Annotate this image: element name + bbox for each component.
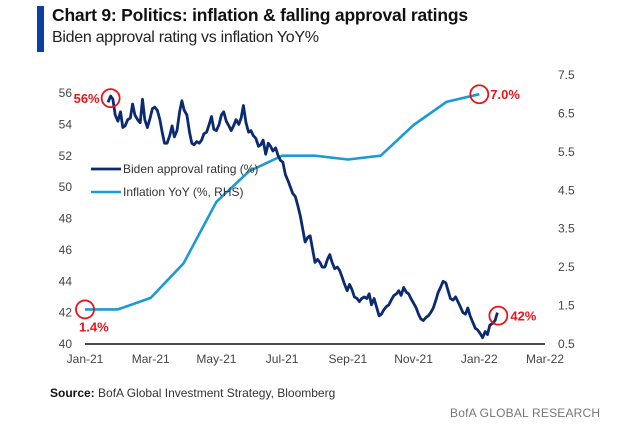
x-tick-label: Jul-21: [266, 352, 299, 366]
legend-label-approval: Biden approval rating (%): [123, 162, 258, 176]
x-tick-label: Mar-21: [132, 352, 170, 366]
left-y-tick-label: 44: [59, 274, 73, 288]
source-text: BofA Global Investment Strategy, Bloombe…: [98, 386, 336, 400]
annotation-label-inflation-start: 1.4%: [79, 319, 109, 334]
source-label: Source:: [50, 386, 95, 400]
x-axis-ticks: Jan-21 Mar-21 May-21 Jul-21 Sep-21 Nov-21 Jan-…: [67, 352, 565, 366]
annotation-circle-approval-start: [100, 88, 121, 109]
left-y-axis-ticks: 40 42 44 46 48 50 52 54 56: [59, 86, 73, 351]
right-y-tick-label: 7.5: [558, 68, 575, 82]
left-y-tick-label: 54: [59, 117, 73, 131]
approval-series-line: [106, 94, 499, 340]
annotation-label-inflation-end: 7.0%: [490, 87, 520, 102]
left-y-tick-label: 50: [59, 180, 73, 194]
legend: Biden approval rating (%) Inflation YoY …: [91, 162, 258, 199]
left-y-tick-label: 40: [59, 337, 73, 351]
annotations: 56% 1.4% 7.0% 42%: [74, 84, 537, 334]
right-y-tick-label: 5.5: [558, 145, 575, 159]
inflation-series-line: [85, 92, 480, 311]
right-y-tick-label: 0.5: [558, 337, 575, 351]
x-tick-label: Nov-21: [394, 352, 433, 366]
x-tick-label: Jan-22: [461, 352, 498, 366]
right-y-tick-label: 6.5: [558, 106, 575, 120]
annotation-label-approval-end: 42%: [510, 309, 536, 324]
x-tick-label: Mar-22: [526, 352, 564, 366]
annotation-circle-approval-end: [488, 305, 509, 326]
brand-footer: BofA GLOBAL RESEARCH: [450, 406, 601, 420]
annotation-circle-inflation-start: [75, 299, 95, 320]
legend-label-inflation: Inflation YoY (%, RHS): [123, 185, 244, 199]
right-y-tick-label: 4.5: [558, 183, 575, 197]
left-y-tick-label: 46: [59, 243, 73, 257]
left-y-tick-label: 48: [59, 212, 73, 226]
title-accent-bar: [37, 6, 44, 52]
right-y-tick-label: 1.5: [558, 299, 575, 313]
right-y-tick-label: 3.5: [558, 222, 575, 236]
x-tick-label: May-21: [196, 352, 236, 366]
annotation-label-approval-start: 56%: [74, 91, 100, 106]
x-tick-label: Jan-21: [67, 352, 104, 366]
x-tick-label: Sep-21: [329, 352, 368, 366]
source-note: Source: BofA Global Investment Strategy,…: [50, 386, 335, 400]
left-y-tick-label: 52: [59, 149, 73, 163]
left-y-tick-label: 56: [59, 86, 73, 100]
chart-title: Chart 9: Politics: inflation & falling a…: [52, 5, 468, 25]
right-y-tick-label: 2.5: [558, 260, 575, 274]
right-y-axis-ticks: 0.5 1.5 2.5 3.5 4.5 5.5 6.5 7.5: [558, 68, 575, 351]
annotation-circle-inflation-end: [469, 84, 490, 105]
left-y-tick-label: 42: [59, 306, 73, 320]
chart-subtitle: Biden approval rating vs inflation YoY%: [52, 29, 319, 46]
